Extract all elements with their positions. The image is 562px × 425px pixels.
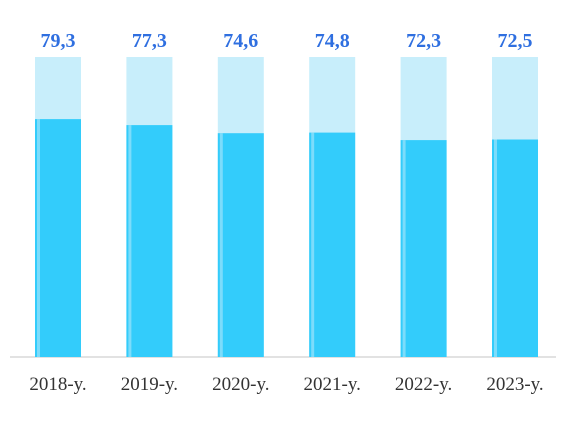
data-label: 79,3 — [41, 30, 76, 52]
x-tick-label: 2022-y. — [395, 374, 452, 395]
data-label: 72,5 — [498, 30, 533, 52]
bar — [35, 119, 81, 357]
bar — [400, 140, 447, 357]
bar-highlight — [37, 119, 40, 357]
bar — [126, 125, 173, 357]
bar-highlight — [402, 140, 406, 357]
data-label: 74,8 — [315, 30, 350, 52]
x-tick-label: 2018-y. — [29, 374, 86, 395]
x-tick-label: 2021-y. — [304, 374, 361, 395]
bar-highlight — [494, 139, 497, 357]
x-tick-label: 2019-y. — [121, 374, 178, 395]
data-label: 77,3 — [132, 30, 167, 52]
bar-highlight — [128, 125, 132, 357]
bar — [492, 139, 538, 357]
bar-highlight — [219, 133, 223, 357]
data-label: 74,6 — [223, 30, 258, 52]
x-tick-label: 2023-y. — [486, 374, 543, 395]
bar — [217, 133, 264, 357]
data-label: 72,3 — [406, 30, 441, 52]
bar-highlight — [311, 132, 315, 357]
x-tick-label: 2020-y. — [212, 374, 269, 395]
bar — [309, 132, 356, 357]
